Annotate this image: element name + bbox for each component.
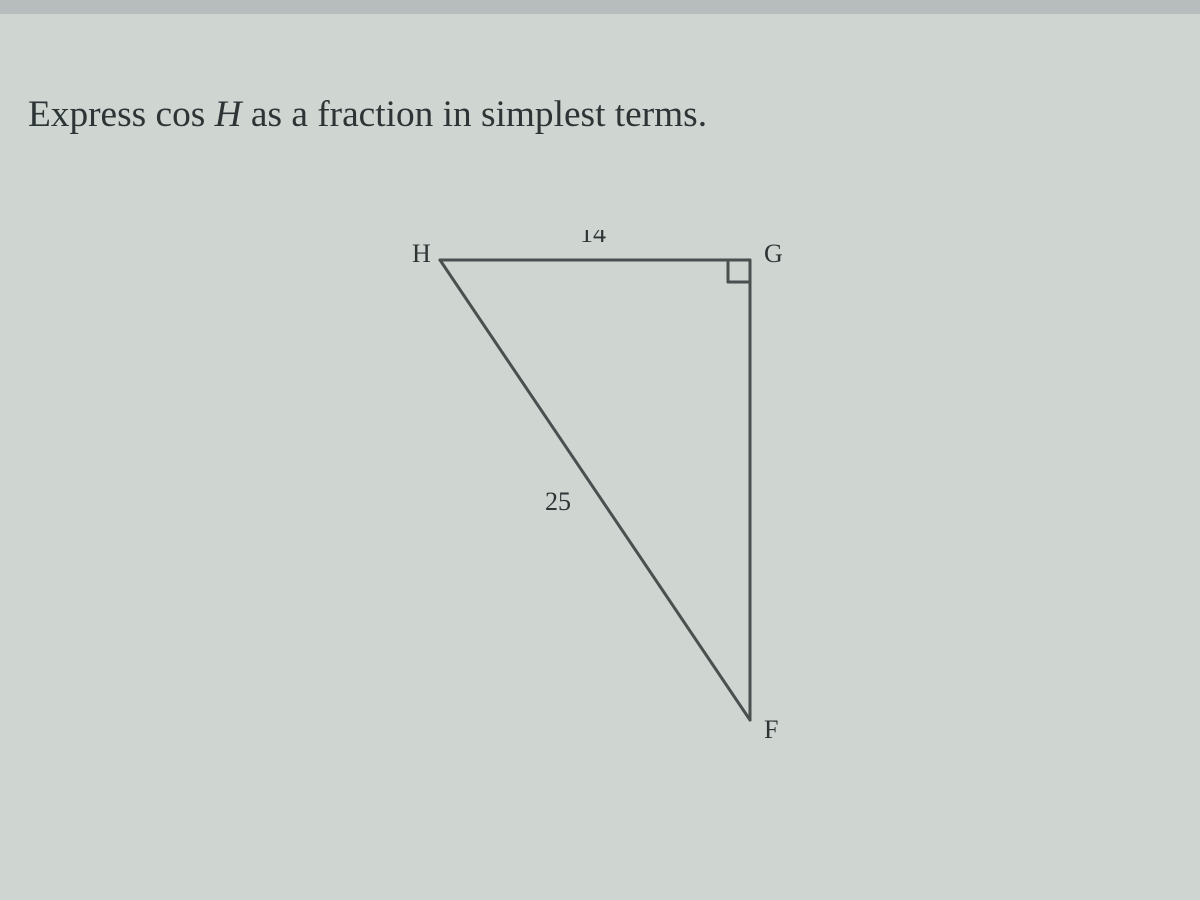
svg-text:H: H [412,239,431,268]
svg-text:25: 25 [545,487,571,516]
triangle-diagram: 14 25 H G F [410,230,830,790]
question-prefix: Express cos [28,94,215,135]
content-area: Express cos H as a fraction in simplest … [0,35,1200,900]
question-text: Express cos H as a fraction in simplest … [28,93,707,136]
svg-text:14: 14 [580,230,606,248]
page-root: Express cos H as a fraction in simplest … [0,0,1200,900]
question-variable: H [215,94,242,135]
question-suffix: as a fraction in simplest terms. [242,94,707,135]
top-strip [0,0,1200,14]
svg-text:F: F [764,715,778,744]
svg-text:G: G [764,239,783,268]
triangle-svg: 14 25 H G F [410,230,830,790]
